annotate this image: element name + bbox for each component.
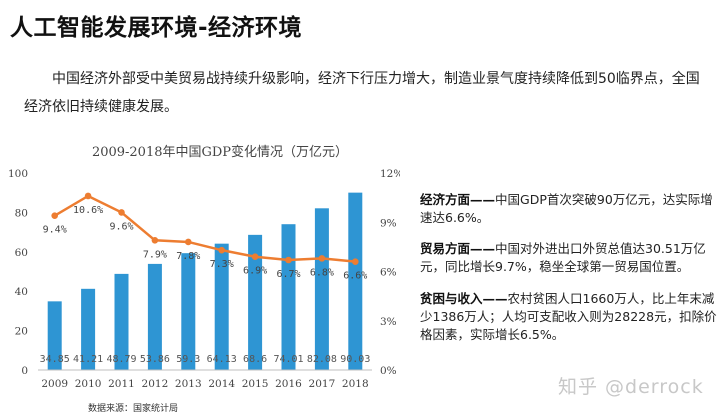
page-title: 人工智能发展环境-经济环境 xyxy=(10,15,303,41)
line-value-label: 7.9% xyxy=(143,249,167,260)
bar xyxy=(248,234,263,370)
economy-note: 经济方面——中国GDP首次突破90万亿元，达实际增速达6.6%。 xyxy=(420,191,720,227)
chart-axes: 0 20 40 60 80 100 0% 3% 6% 9% 12% 2009 2010 2011 2012 2… xyxy=(8,168,400,390)
bar-value-label: 48.79 xyxy=(106,354,136,365)
line-point xyxy=(118,209,125,216)
bar-value-label: 59.3 xyxy=(176,354,200,365)
bar-value-label: 34.85 xyxy=(40,354,70,365)
line-value-label: 6.8% xyxy=(310,267,334,278)
bar-value-label: 64.13 xyxy=(207,354,237,365)
y-left-tick-label: 0 xyxy=(21,365,28,377)
y-left-tick-label: 80 xyxy=(15,207,28,219)
chart-title: 2009-2018年中国GDP变化情况（万亿元） xyxy=(91,145,349,160)
watermark: 知乎 @derrock xyxy=(558,376,704,398)
y-left-tick-label: 40 xyxy=(15,286,28,298)
line-series: 9.4% 10.6% 9.6% 7.9% 7.8% 7.3% 6.9% 6.7% 6.8% 6.6… xyxy=(43,192,367,282)
economy-text: 中国GDP首次突破90万亿元，达实际增速达6.6%。 xyxy=(420,192,713,225)
x-tick-label: 2015 xyxy=(242,378,269,390)
bar xyxy=(214,243,229,370)
bar-value-label: 53.86 xyxy=(140,354,170,365)
bar xyxy=(181,253,196,370)
bar xyxy=(81,288,96,370)
data-source-note: 数据来源：国家统计局 xyxy=(88,404,179,414)
line-point xyxy=(318,255,326,262)
x-tick-label: 2017 xyxy=(309,378,336,390)
poverty-text: 农村贫困人口1660万人，比上年末减少1386万人；人均可支配收入则为28228… xyxy=(420,291,717,342)
y-right-tick-label: 9% xyxy=(380,217,397,229)
trade-note: 贸易方面——中国对外进出口外贸总值达30.51万亿元，同比增长9.7%，稳坐全球… xyxy=(420,240,720,276)
line-value-label: 6.6% xyxy=(343,271,367,282)
line-point xyxy=(84,192,92,200)
bar-value-label: 90.03 xyxy=(340,354,370,365)
bar xyxy=(114,273,129,370)
y-left-tick-label: 60 xyxy=(15,247,28,259)
growth-line xyxy=(54,194,356,263)
x-tick-label: 2011 xyxy=(108,378,135,390)
x-tick-label: 2013 xyxy=(175,378,202,390)
y-right-tick-label: 12% xyxy=(380,168,400,180)
line-point xyxy=(285,256,292,264)
line-point xyxy=(151,237,159,244)
bar-value-label: 82.08 xyxy=(307,354,337,365)
line-point xyxy=(51,212,58,219)
bar-series: 34.85 41.21 48.79 53.86 59.3 64.13 68.6 74.01 82… xyxy=(40,192,370,370)
line-point xyxy=(251,253,259,261)
x-tick-label: 2014 xyxy=(208,378,235,390)
line-value-label: 6.9% xyxy=(243,266,267,277)
trade-text: 中国对外进出口外贸总值达30.51万亿元，同比增长9.7%，稳坐全球第一贸易国位… xyxy=(420,241,706,274)
bar-value-label: 74.01 xyxy=(273,354,303,365)
gdp-chart: 34.85 41.21 48.79 53.86 59.3 64.13 68.6 74.01 82… xyxy=(8,168,400,390)
line-point xyxy=(352,258,359,265)
line-value-label: 10.6% xyxy=(73,205,103,216)
line-value-label: 7.3% xyxy=(210,259,234,270)
bar xyxy=(281,224,296,370)
bar xyxy=(47,301,62,370)
trade-head: 贸易方面—— xyxy=(420,241,496,256)
bar-value-label: 68.6 xyxy=(243,354,267,365)
x-tick-label: 2012 xyxy=(142,378,169,390)
intro-paragraph: 中国经济外部受中美贸易战持续升级影响，经济下行压力增大，制造业景气度持续降低到5… xyxy=(24,71,700,115)
line-value-label: 7.8% xyxy=(176,251,200,262)
bar xyxy=(348,192,363,370)
y-right-tick-label: 0% xyxy=(380,365,397,377)
x-tick-label: 2016 xyxy=(275,378,302,390)
x-tick-label: 2018 xyxy=(342,378,369,390)
line-value-label: 9.6% xyxy=(109,221,133,232)
poverty-head: 贫困与收入—— xyxy=(420,291,508,306)
line-value-label: 9.4% xyxy=(43,225,67,236)
x-tick-label: 2009 xyxy=(41,378,68,390)
bar xyxy=(147,263,162,370)
economy-head: 经济方面—— xyxy=(420,192,496,207)
poverty-note: 贫困与收入——农村贫困人口1660万人，比上年末减少1386万人；人均可支配收入… xyxy=(420,290,720,344)
y-left-tick-label: 20 xyxy=(15,326,28,338)
bar xyxy=(314,208,329,370)
y-right-tick-label: 3% xyxy=(380,316,397,328)
line-point xyxy=(185,238,192,246)
y-right-tick-label: 6% xyxy=(380,267,397,279)
y-left-tick-label: 100 xyxy=(8,168,28,180)
line-point xyxy=(218,246,225,254)
x-tick-label: 2010 xyxy=(75,378,102,390)
line-value-label: 6.7% xyxy=(276,269,300,280)
bar-value-label: 41.21 xyxy=(73,354,103,365)
